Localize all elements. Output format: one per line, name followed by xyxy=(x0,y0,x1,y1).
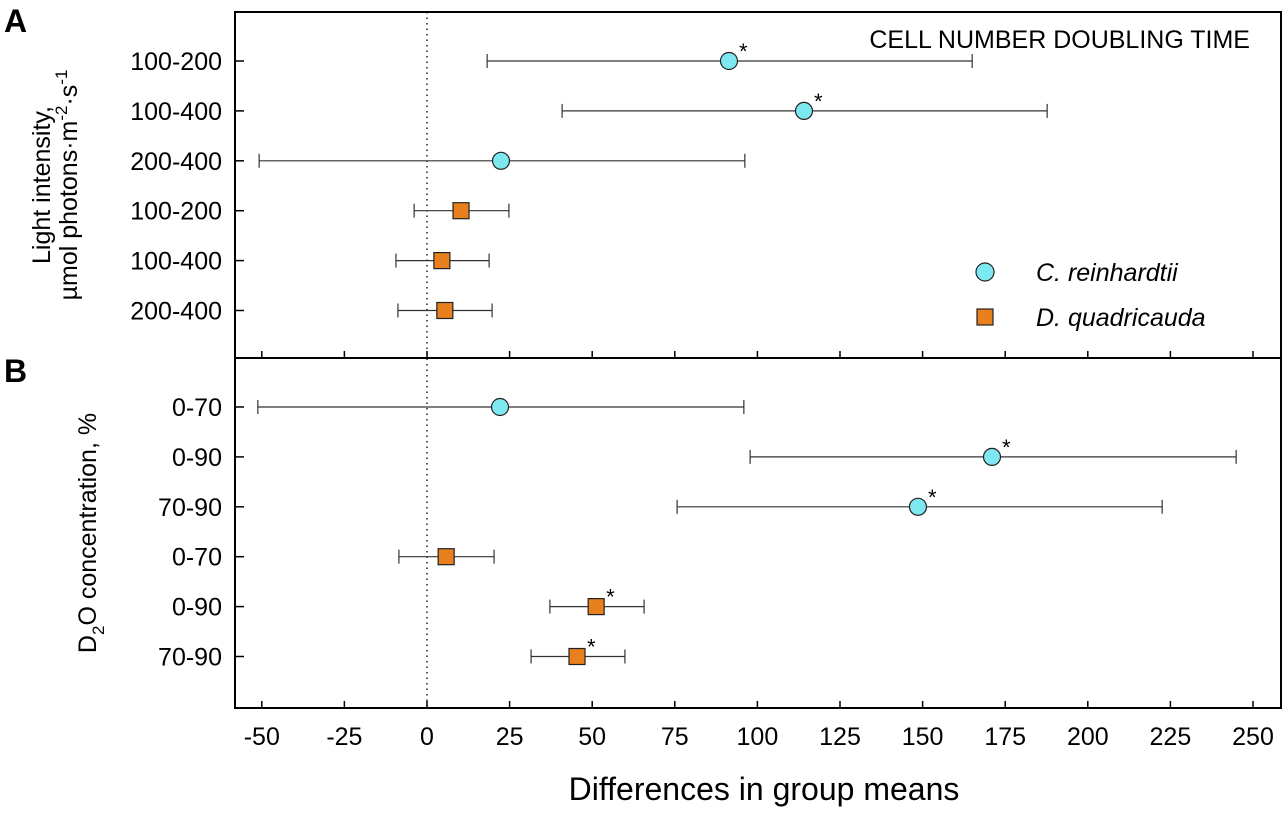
point-c-reinhardtii xyxy=(794,101,814,121)
legend-marker-circle xyxy=(975,262,995,282)
panel-title: CELL NUMBER DOUBLING TIME xyxy=(869,26,1250,54)
x-tick-label: 0 xyxy=(420,723,434,751)
point-d-quadricauda xyxy=(433,252,451,270)
y-label-line2: µmol photons·m-2·s-1 xyxy=(52,70,83,301)
y-label-part: µmol photons·m xyxy=(55,121,83,301)
y-label-line1: Light intensity, xyxy=(28,106,56,264)
y-tick-label: 100-400 xyxy=(130,98,222,126)
point-d-quadricauda xyxy=(436,301,454,320)
y-label-part: O concentration, % xyxy=(74,413,102,626)
y-label-part: -1 xyxy=(52,70,71,85)
y-tick-label: 0-70 xyxy=(172,544,222,572)
panel-letter-A: A xyxy=(4,3,27,39)
x-tick-label: 25 xyxy=(496,723,524,751)
point-d-quadricauda xyxy=(568,647,586,666)
significance-asterisk: * xyxy=(606,585,615,610)
x-axis-label: Differences in group means xyxy=(569,771,960,807)
y-tick-label: 200-400 xyxy=(130,148,222,176)
y-tick-label: 0-70 xyxy=(172,394,222,422)
y-tick-label: 70-90 xyxy=(158,494,222,522)
legend: C. reinhardtii D. quadricauda xyxy=(975,259,1206,332)
y-tick-label: 0-90 xyxy=(172,594,222,622)
point-c-reinhardtii xyxy=(491,151,511,170)
x-tick-label: 250 xyxy=(1232,723,1274,751)
y-label-part: -2 xyxy=(52,106,71,121)
y-tick-label: 100-200 xyxy=(130,48,222,76)
x-tick-label: 125 xyxy=(819,723,861,751)
y-tick-label: 100-200 xyxy=(130,198,222,226)
x-tick-label: -25 xyxy=(326,723,362,751)
significance-asterisk: * xyxy=(1002,435,1011,460)
legend-label: C. reinhardtii xyxy=(1036,259,1179,287)
y-label-part: D xyxy=(74,635,102,653)
point-c-reinhardtii xyxy=(982,447,1002,466)
y-tick-label: 70-90 xyxy=(158,644,222,672)
x-tick-label: 50 xyxy=(578,723,606,751)
y-label-part: ·s xyxy=(55,85,83,106)
panel-frame-B xyxy=(234,357,1282,709)
legend-label: D. quadricauda xyxy=(1036,304,1206,332)
panel-letter-B: B xyxy=(4,353,27,389)
x-tick-label: -50 xyxy=(244,723,280,751)
point-d-quadricauda xyxy=(587,597,605,616)
x-tick-label: 75 xyxy=(661,723,689,751)
point-c-reinhardtii xyxy=(490,397,510,417)
significance-asterisk: * xyxy=(739,39,748,64)
legend-marker-square xyxy=(976,308,994,326)
y-tick-label: 100-400 xyxy=(130,248,222,276)
y-axis-label-d2o: D2O concentration, % xyxy=(74,413,108,653)
y-label-b: D2O concentration, % xyxy=(74,413,108,653)
point-c-reinhardtii xyxy=(908,497,928,516)
x-tick-label: 150 xyxy=(902,723,944,751)
point-d-quadricauda xyxy=(437,548,455,566)
y-axis-label-light: Light intensity, µmol photons·m-2·s-1 xyxy=(28,70,83,301)
significance-asterisk: * xyxy=(928,485,937,510)
x-tick-label: 175 xyxy=(984,723,1026,751)
point-d-quadricauda xyxy=(452,202,470,220)
significance-asterisk: * xyxy=(587,635,596,660)
y-tick-label: 0-90 xyxy=(172,444,222,472)
significance-asterisk: * xyxy=(814,89,823,114)
x-tick-label: 225 xyxy=(1150,723,1192,751)
x-tick-label: 200 xyxy=(1067,723,1109,751)
y-label-part: 2 xyxy=(89,626,108,635)
x-tick-label: 100 xyxy=(737,723,779,751)
y-tick-label: 200-400 xyxy=(130,298,222,326)
point-c-reinhardtii xyxy=(719,51,739,71)
